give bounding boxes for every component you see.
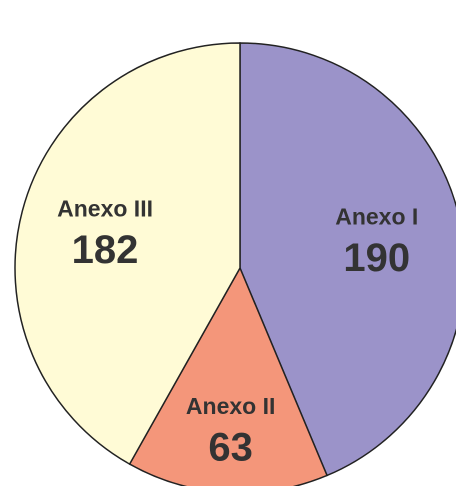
slice-label: Anexo III: [57, 196, 153, 222]
slice-value: 182: [72, 228, 139, 272]
slice-value: 63: [208, 425, 253, 469]
slice-label: Anexo I: [335, 204, 418, 230]
slice-value: 190: [343, 236, 410, 280]
slice-label: Anexo II: [186, 393, 275, 419]
pie-slice: [14, 42, 241, 466]
pie-slice: [239, 42, 456, 477]
pie-slice: [128, 266, 329, 486]
